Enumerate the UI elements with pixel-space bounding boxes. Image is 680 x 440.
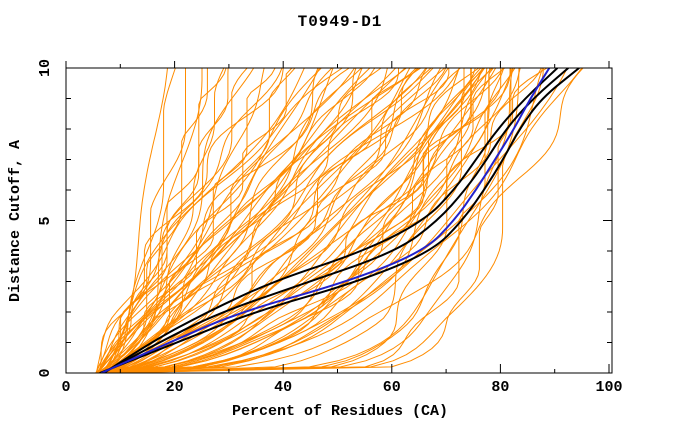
prediction-curve	[105, 68, 407, 373]
x-tick-label: 0	[61, 379, 71, 396]
y-tick-label: 10	[37, 59, 54, 78]
prediction-curve	[99, 68, 446, 373]
x-tick-label: 40	[274, 379, 293, 396]
x-tick-label: 100	[595, 379, 623, 396]
prediction-curve	[106, 68, 427, 373]
prediction-curve	[98, 68, 505, 373]
highlighted-model-curve	[102, 68, 569, 373]
prediction-curve	[104, 68, 371, 373]
x-tick-label: 60	[382, 379, 401, 396]
prediction-curve	[97, 68, 422, 373]
prediction-curve	[101, 68, 472, 373]
prediction-curve	[104, 68, 488, 373]
x-tick-label: 20	[165, 379, 184, 396]
y-axis-title: Distance Cutoff, A	[7, 139, 24, 303]
prediction-curve	[95, 68, 283, 373]
prediction-curve	[95, 68, 186, 373]
prediction-curve	[99, 68, 284, 373]
prediction-curve	[99, 68, 388, 373]
prediction-curve	[103, 68, 542, 373]
prediction-curve	[97, 68, 514, 373]
prediction-curve	[102, 68, 544, 373]
prediction-curve	[105, 68, 484, 373]
prediction-curve	[106, 68, 350, 373]
prediction-curve	[98, 68, 305, 373]
prediction-curve	[96, 68, 492, 373]
x-axis-title: Percent of Residues (CA)	[231, 403, 449, 420]
y-tick-label: 0	[37, 368, 54, 378]
x-tick-label: 80	[491, 379, 510, 396]
prediction-curve	[95, 68, 406, 373]
prediction-curve	[105, 68, 494, 373]
prediction-curve	[96, 68, 322, 373]
prediction-curve	[101, 68, 584, 373]
prediction-curve	[97, 68, 434, 373]
prediction-curve	[98, 68, 227, 373]
prediction-curve	[101, 68, 482, 373]
prediction-curve	[99, 68, 485, 373]
prediction-curve	[100, 68, 516, 373]
page-title: T0949-D1	[297, 13, 383, 31]
prediction-curve	[98, 68, 363, 373]
prediction-curve	[99, 68, 583, 373]
prediction-curve	[104, 68, 450, 373]
prediction-curve	[97, 68, 504, 373]
prediction-curve	[97, 68, 544, 373]
prediction-curve	[101, 68, 428, 373]
plot-area	[95, 68, 584, 373]
prediction-curve	[98, 68, 460, 373]
prediction-curve	[103, 68, 461, 373]
prediction-curve	[95, 68, 343, 373]
prediction-curve	[99, 68, 418, 373]
highlighted-model-curve	[99, 68, 580, 373]
prediction-curve	[101, 68, 411, 373]
prediction-curve	[100, 68, 449, 373]
highlighted-model-curve	[103, 68, 559, 373]
prediction-curve	[106, 68, 512, 373]
prediction-curve	[102, 68, 485, 373]
prediction-curve	[98, 68, 521, 373]
prediction-curve	[105, 68, 568, 373]
prediction-curve	[101, 68, 296, 373]
prediction-curve	[104, 68, 203, 373]
y-tick-label: 5	[37, 216, 54, 226]
reference-model-curve	[100, 68, 551, 373]
